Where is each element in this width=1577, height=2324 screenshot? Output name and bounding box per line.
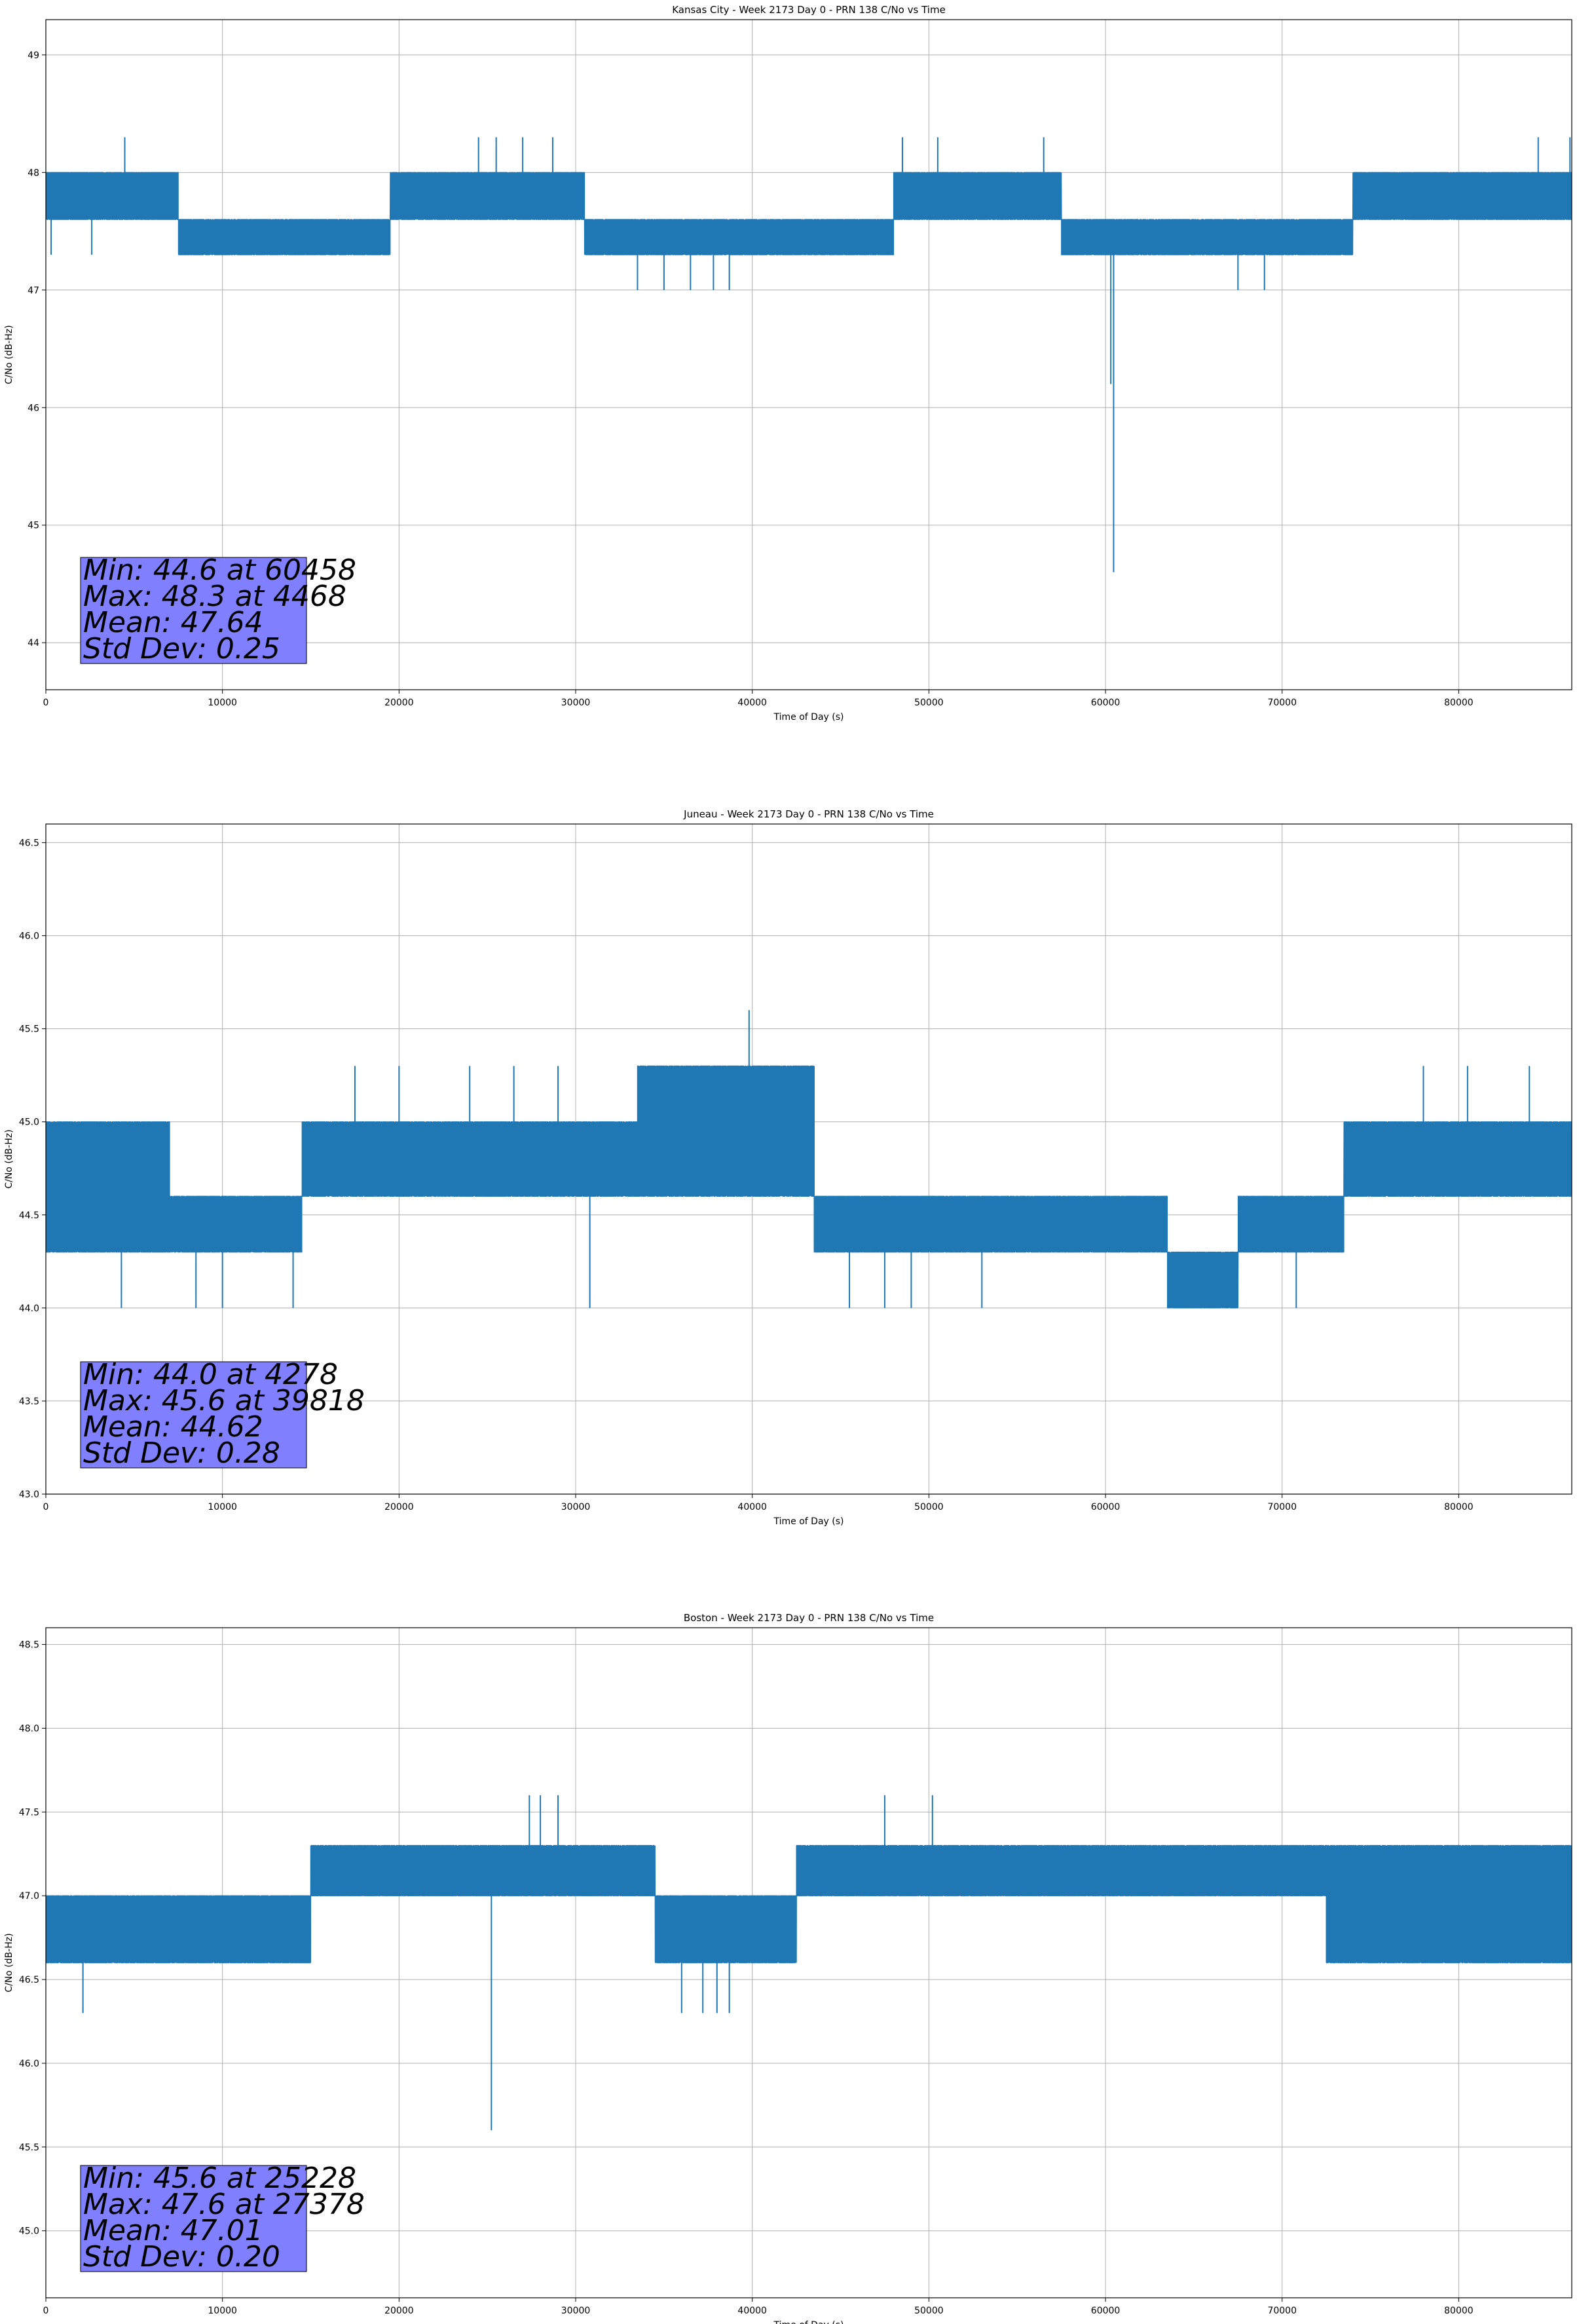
y-tick-label: 43.5: [19, 1396, 39, 1407]
stats-box: [80, 2165, 307, 2272]
y-tick-label: 46.0: [19, 931, 39, 942]
x-tick-label: 40000: [737, 698, 767, 708]
y-tick-label: 43.0: [19, 1490, 39, 1500]
y-axis-label: C/No (dB-Hz): [4, 325, 14, 384]
y-tick-label: 45.0: [19, 1117, 39, 1128]
axes-frame: [45, 19, 1572, 690]
y-tick-label: 46: [28, 403, 39, 413]
axes-frame: [45, 1627, 1572, 2298]
x-tick-label: 70000: [1267, 698, 1297, 708]
x-tick-label: 60000: [1091, 1502, 1121, 1512]
x-tick-label: 20000: [384, 1502, 414, 1512]
y-tick-label: 46.0: [19, 2059, 39, 2069]
stats-box: [80, 1361, 307, 1469]
y-tick-label: 45.5: [19, 1024, 39, 1035]
chart-panel-2: 0 10000 20000 30000 40000 50000 60000 70000 8000…: [4, 808, 1572, 1527]
y-tick-label: 46.5: [19, 838, 39, 848]
x-tick-label: 60000: [1091, 2306, 1121, 2316]
x-tick-label: 10000: [208, 2306, 237, 2316]
chart-title: Boston - Week 2173 Day 0 - PRN 138 C/No …: [684, 1612, 934, 1624]
y-tick-label: 46.5: [19, 1975, 39, 1985]
series-line: [46, 1845, 1572, 1964]
stats-line: Max: 48.3 at 4468: [83, 580, 346, 613]
x-tick-label: 80000: [1444, 2306, 1474, 2316]
axes-frame: [45, 823, 1572, 1495]
chart-panel-1: 0 10000 20000 30000 40000 50000 60000 70000 8000…: [4, 4, 1572, 722]
x-tick-label: 40000: [737, 1502, 767, 1512]
series-line: [46, 1065, 1572, 1309]
y-tick-label: 47.0: [19, 1891, 39, 1902]
x-axis-label: Time of Day (s): [773, 712, 844, 722]
chart-panel-3: 0 10000 20000 30000 40000 50000 60000 70000 8000…: [4, 1612, 1572, 2324]
x-tick-label: 70000: [1267, 1502, 1297, 1512]
y-tick-label: 47: [28, 286, 39, 296]
y-axis-label: C/No (dB-Hz): [4, 1129, 14, 1188]
x-tick-label: 10000: [208, 1502, 237, 1512]
x-tick-label: 0: [43, 1502, 49, 1512]
x-tick-label: 10000: [208, 698, 237, 708]
x-tick-label: 20000: [384, 2306, 414, 2316]
y-tick-label: 48.0: [19, 1723, 39, 1734]
x-tick-label: 80000: [1444, 1502, 1474, 1512]
x-tick-label: 40000: [737, 2306, 767, 2316]
stats-line: Mean: 47.01: [83, 2214, 263, 2247]
x-tick-label: 50000: [914, 698, 944, 708]
stats-line: Max: 45.6 at 39818: [83, 1384, 365, 1417]
stats-line: Std Dev: 0.25: [83, 632, 280, 665]
y-tick-label: 45.5: [19, 2143, 39, 2153]
y-tick-label: 47.5: [19, 1807, 39, 1818]
x-tick-label: 30000: [561, 2306, 591, 2316]
chart-title: Kansas City - Week 2173 Day 0 - PRN 138 …: [672, 4, 946, 16]
x-axis-label: Time of Day (s): [773, 1516, 844, 1527]
stats-line: Min: 44.0 at 4278: [83, 1358, 338, 1391]
stats-line: Std Dev: 0.28: [83, 1436, 280, 1470]
x-tick-label: 30000: [561, 1502, 591, 1512]
x-tick-label: 70000: [1267, 2306, 1297, 2316]
x-tick-label: 20000: [384, 698, 414, 708]
y-tick-label: 44.5: [19, 1210, 39, 1221]
x-tick-label: 50000: [914, 2306, 944, 2316]
stats-line: Mean: 44.62: [83, 1410, 263, 1444]
y-tick-label: 44.0: [19, 1303, 39, 1314]
x-tick-label: 60000: [1091, 698, 1121, 708]
y-tick-label: 48.5: [19, 1640, 39, 1651]
stats-line: Min: 44.6 at 60458: [83, 553, 356, 587]
y-tick-label: 45: [28, 521, 39, 531]
chart-title: Juneau - Week 2173 Day 0 - PRN 138 C/No …: [683, 808, 934, 820]
stats-line: Mean: 47.64: [83, 606, 263, 639]
x-tick-label: 30000: [561, 698, 591, 708]
y-tick-label: 45.0: [19, 2226, 39, 2237]
x-tick-label: 50000: [914, 1502, 944, 1512]
stats-box: [80, 557, 307, 664]
stats-line: Max: 47.6 at 27378: [83, 2188, 365, 2221]
y-tick-label: 44: [28, 638, 39, 648]
x-tick-label: 0: [43, 2306, 49, 2316]
x-tick-label: 80000: [1444, 698, 1474, 708]
x-axis-label: Time of Day (s): [773, 2320, 844, 2324]
y-axis-label: C/No (dB-Hz): [4, 1933, 14, 1992]
stats-line: Std Dev: 0.20: [83, 2240, 280, 2274]
y-tick-label: 48: [28, 168, 39, 178]
stats-line: Min: 45.6 at 25228: [83, 2162, 356, 2195]
series-line: [46, 172, 1572, 255]
y-tick-label: 49: [28, 50, 39, 61]
x-tick-label: 0: [43, 698, 49, 708]
